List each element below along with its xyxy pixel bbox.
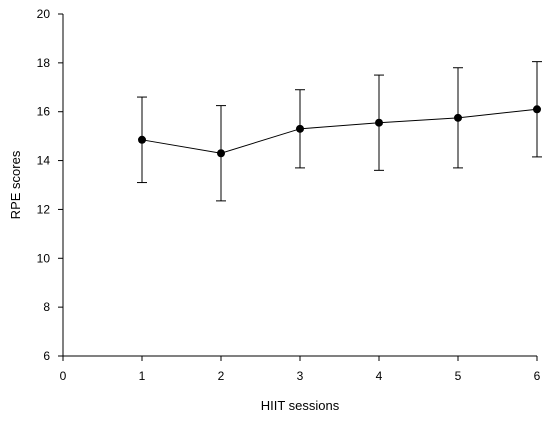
- x-tick-label: 3: [297, 369, 304, 383]
- data-points: [138, 105, 541, 158]
- data-point: [533, 105, 541, 114]
- x-tick-label: 2: [218, 369, 225, 383]
- y-tick-label: 14: [37, 154, 51, 168]
- data-point: [217, 149, 225, 158]
- series-line: [141, 108, 538, 154]
- series-lines: [141, 108, 538, 154]
- y-tick-label: 12: [37, 202, 51, 216]
- data-point: [138, 135, 146, 144]
- data-point: [296, 124, 304, 133]
- y-tick-label: 16: [37, 105, 51, 119]
- x-tick-label: 5: [455, 369, 462, 383]
- y-tick-label: 6: [43, 349, 50, 363]
- x-tick-label: 1: [139, 369, 146, 383]
- y-tick-label: 20: [37, 7, 51, 21]
- x-tick-label: 0: [60, 369, 67, 383]
- x-tick-label: 4: [376, 369, 383, 383]
- y-tick-label: 8: [43, 300, 50, 314]
- y-tick-label: 10: [37, 251, 51, 265]
- data-point: [454, 113, 462, 122]
- data-point: [375, 118, 383, 127]
- error-bars: [137, 61, 542, 202]
- y-tick-label: 18: [37, 56, 51, 70]
- x-tick-label: 6: [534, 369, 541, 383]
- x-axis-title: HIIT sessions: [261, 398, 340, 413]
- y-axis-title: RPE scores: [8, 150, 23, 219]
